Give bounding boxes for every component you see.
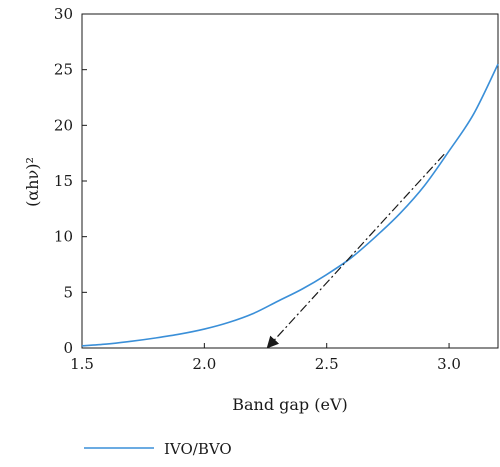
plot-frame [81, 13, 499, 349]
y-tick-label: 0 [63, 339, 73, 357]
x-tick-label: 2.5 [315, 355, 339, 373]
legend: IVO/BVO [84, 440, 232, 458]
y-tick-label: 5 [63, 283, 73, 301]
y-tick-label: 30 [54, 5, 73, 23]
axis-ticks: 1.5 2.0 2.5 3.0 0 5 10 15 20 25 30 [54, 5, 461, 373]
x-tick-label: 3.0 [437, 355, 461, 373]
y-tick-label: 25 [54, 61, 73, 79]
y-axis-label: (αhν)² [23, 157, 42, 207]
legend-label-ivo-bvo: IVO/BVO [164, 440, 232, 458]
tangent-extrapolation-line [266, 153, 445, 349]
series-line-ivo-bvo [81, 63, 499, 347]
y-tick-label: 20 [54, 116, 73, 134]
x-axis-label: Band gap (eV) [232, 395, 348, 414]
y-tick-label: 10 [54, 228, 73, 246]
y-tick-label: 15 [54, 172, 73, 190]
x-tick-label: 1.5 [70, 355, 94, 373]
x-tick-label: 2.0 [192, 355, 216, 373]
